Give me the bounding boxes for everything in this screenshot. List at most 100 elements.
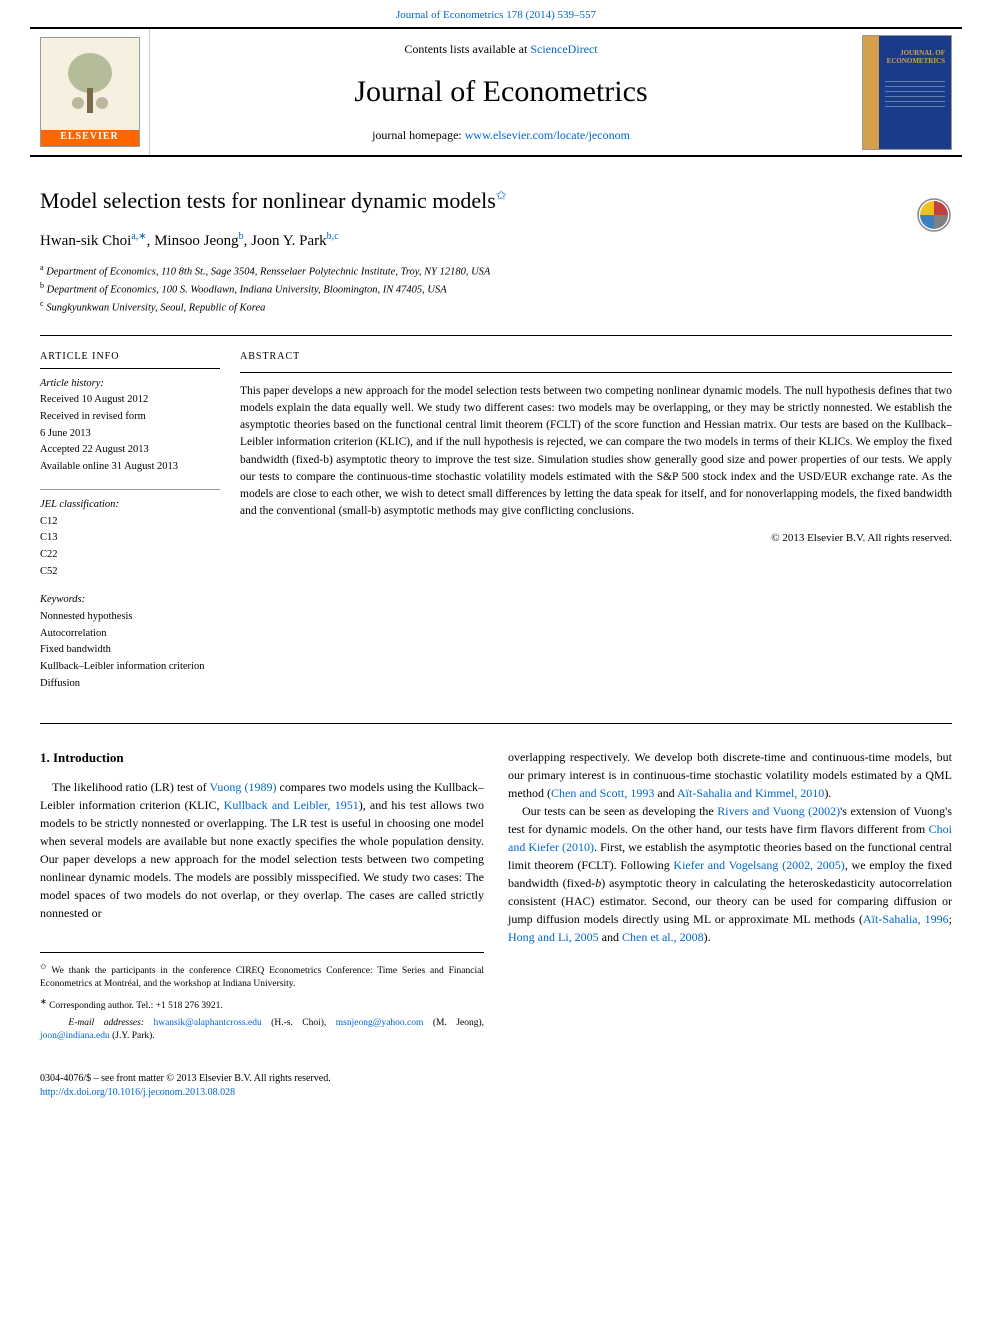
author-name: Joon Y. Park bbox=[251, 233, 326, 249]
aff-text: Department of Economics, 100 S. Woodlawn… bbox=[47, 285, 447, 296]
journal-cover-thumb: JOURNAL OF ECONOMETRICS bbox=[862, 35, 952, 150]
footnote-text: We thank the participants in the confere… bbox=[40, 966, 484, 989]
history-label: Article history: bbox=[40, 377, 220, 392]
citation[interactable]: Chen et al., 2008 bbox=[622, 930, 704, 944]
title-note-sup: ✩ bbox=[496, 188, 507, 203]
keyword: Nonnested hypothesis bbox=[40, 610, 220, 625]
jel-label: JEL classification: bbox=[40, 498, 220, 513]
jel-block: JEL classification: C12 C13 C22 C52 bbox=[40, 498, 220, 579]
author-name: Minsoo Jeong bbox=[154, 233, 239, 249]
author: Minsoo Jeongb bbox=[154, 233, 244, 249]
jel-code: C12 bbox=[40, 515, 220, 530]
abstract: ABSTRACT This paper develops a new appro… bbox=[240, 350, 952, 706]
jel-code: C13 bbox=[40, 531, 220, 546]
cover-title-2: ECONOMETRICS bbox=[887, 58, 945, 66]
aff-text: Sungkyunkwan University, Seoul, Republic… bbox=[46, 303, 265, 314]
footnote-emails: E-mail addresses: hwansik@alaphantcross.… bbox=[40, 1017, 484, 1044]
info-heading: ARTICLE INFO bbox=[40, 350, 220, 364]
contents-line: Contents lists available at ScienceDirec… bbox=[404, 41, 597, 58]
front-matter-line: 0304-4076/$ – see front matter © 2013 El… bbox=[40, 1072, 952, 1086]
history-item: Accepted 22 August 2013 bbox=[40, 443, 220, 458]
abstract-heading: ABSTRACT bbox=[240, 350, 952, 364]
cover-title: JOURNAL OF ECONOMETRICS bbox=[887, 50, 945, 65]
crossmark-icon[interactable] bbox=[916, 197, 952, 233]
body-para: overlapping respectively. We develop bot… bbox=[508, 748, 952, 802]
author: Hwan-sik Choia,∗ bbox=[40, 233, 147, 249]
copyright-line: © 2013 Elsevier B.V. All rights reserved… bbox=[240, 531, 952, 546]
citation[interactable]: Rivers and Vuong (2002) bbox=[717, 804, 840, 818]
elsevier-text: ELSEVIER bbox=[41, 130, 139, 146]
authors-line: Hwan-sik Choia,∗, Minsoo Jeongb, Joon Y.… bbox=[40, 230, 952, 252]
email-who: (M. Jeong) bbox=[433, 1018, 482, 1028]
section-heading: 1. Introduction bbox=[40, 748, 484, 768]
journal-homepage: journal homepage: www.elsevier.com/locat… bbox=[372, 127, 630, 144]
doi-footer: 0304-4076/$ – see front matter © 2013 El… bbox=[0, 1068, 992, 1120]
article-body: Model selection tests for nonlinear dyna… bbox=[0, 157, 992, 1067]
body-para: The likelihood ratio (LR) test of Vuong … bbox=[40, 778, 484, 922]
keyword: Kullback–Leibler information criterion bbox=[40, 660, 220, 675]
doi-link[interactable]: http://dx.doi.org/10.1016/j.jeconom.2013… bbox=[40, 1087, 235, 1098]
email-who: (J.Y. Park) bbox=[112, 1031, 152, 1041]
elsevier-logo: ELSEVIER bbox=[40, 37, 140, 147]
citation[interactable]: Vuong (1989) bbox=[209, 780, 276, 794]
footnotes: ✩ We thank the participants in the confe… bbox=[40, 952, 484, 1044]
keywords-label: Keywords: bbox=[40, 593, 220, 608]
body-para: Our tests can be seen as developing the … bbox=[508, 802, 952, 946]
citation[interactable]: Chen and Scott, 1993 bbox=[551, 786, 654, 800]
citation[interactable]: Aït-Sahalia and Kimmel, 2010 bbox=[677, 786, 824, 800]
email-link[interactable]: hwansik@alaphantcross.edu bbox=[153, 1018, 261, 1028]
keyword: Fixed bandwidth bbox=[40, 643, 220, 658]
aff-sup: a bbox=[40, 263, 44, 272]
affiliation: b Department of Economics, 100 S. Woodla… bbox=[40, 280, 952, 298]
article-title: Model selection tests for nonlinear dyna… bbox=[40, 187, 952, 216]
homepage-link[interactable]: www.elsevier.com/locate/jeconom bbox=[465, 128, 630, 142]
aff-sup: b bbox=[40, 281, 44, 290]
author-sup: b,c bbox=[327, 231, 339, 242]
affiliation: c Sungkyunkwan University, Seoul, Republ… bbox=[40, 298, 952, 316]
aff-sup: c bbox=[40, 299, 44, 308]
journal-title: Journal of Econometrics bbox=[354, 71, 647, 113]
footnote-text: Corresponding author. Tel.: +1 518 276 3… bbox=[49, 1001, 223, 1011]
publisher-logo-cell: ELSEVIER bbox=[30, 29, 150, 155]
elsevier-tree-icon bbox=[60, 48, 120, 123]
footnote-thanks: ✩ We thank the participants in the confe… bbox=[40, 961, 484, 992]
cover-thumb-cell: JOURNAL OF ECONOMETRICS bbox=[852, 29, 962, 155]
email-label: E-mail addresses: bbox=[68, 1018, 144, 1028]
homepage-prefix: journal homepage: bbox=[372, 128, 465, 142]
affiliation: a Department of Economics, 110 8th St., … bbox=[40, 262, 952, 280]
keyword: Autocorrelation bbox=[40, 627, 220, 642]
author-sup: b bbox=[239, 231, 244, 242]
author: Joon Y. Parkb,c bbox=[251, 233, 338, 249]
article-info: ARTICLE INFO Article history: Received 1… bbox=[40, 350, 240, 706]
jel-code: C52 bbox=[40, 565, 220, 580]
contents-prefix: Contents lists available at bbox=[404, 42, 530, 56]
title-text: Model selection tests for nonlinear dyna… bbox=[40, 188, 496, 213]
history-item: Received 10 August 2012 bbox=[40, 393, 220, 408]
sciencedirect-link[interactable]: ScienceDirect bbox=[530, 42, 597, 56]
citation[interactable]: Kiefer and Vogelsang (2002, 2005) bbox=[673, 858, 844, 872]
author-name: Hwan-sik Choi bbox=[40, 233, 131, 249]
running-header: Journal of Econometrics 178 (2014) 539–5… bbox=[0, 0, 992, 27]
body-columns: 1. Introduction The likelihood ratio (LR… bbox=[40, 748, 952, 1047]
aff-text: Department of Economics, 110 8th St., Sa… bbox=[46, 266, 490, 277]
citation[interactable]: Hong and Li, 2005 bbox=[508, 930, 599, 944]
citation[interactable]: Choi and Kiefer (2010) bbox=[508, 822, 952, 854]
citation[interactable]: Aït-Sahalia, 1996 bbox=[863, 912, 949, 926]
abstract-text: This paper develops a new approach for t… bbox=[240, 383, 952, 521]
keywords-block: Keywords: Nonnested hypothesis Autocorre… bbox=[40, 593, 220, 691]
history-item: 6 June 2013 bbox=[40, 427, 220, 442]
masthead: ELSEVIER Contents lists available at Sci… bbox=[30, 27, 962, 157]
jel-code: C22 bbox=[40, 548, 220, 563]
cover-toc-lines bbox=[885, 81, 945, 111]
footnote-corresponding: ∗ Corresponding author. Tel.: +1 518 276… bbox=[40, 996, 484, 1013]
email-link[interactable]: msnjeong@yahoo.com bbox=[336, 1018, 424, 1028]
email-link[interactable]: joon@indiana.edu bbox=[40, 1031, 110, 1041]
keyword: Diffusion bbox=[40, 677, 220, 692]
affiliations: a Department of Economics, 110 8th St., … bbox=[40, 262, 952, 317]
author-sup: a,∗ bbox=[131, 231, 146, 242]
citation[interactable]: Kullback and Leibler, 1951 bbox=[224, 798, 359, 812]
masthead-center: Contents lists available at ScienceDirec… bbox=[150, 29, 852, 155]
history-item: Received in revised form bbox=[40, 410, 220, 425]
history-item: Available online 31 August 2013 bbox=[40, 460, 220, 475]
column-left: 1. Introduction The likelihood ratio (LR… bbox=[40, 748, 484, 1047]
